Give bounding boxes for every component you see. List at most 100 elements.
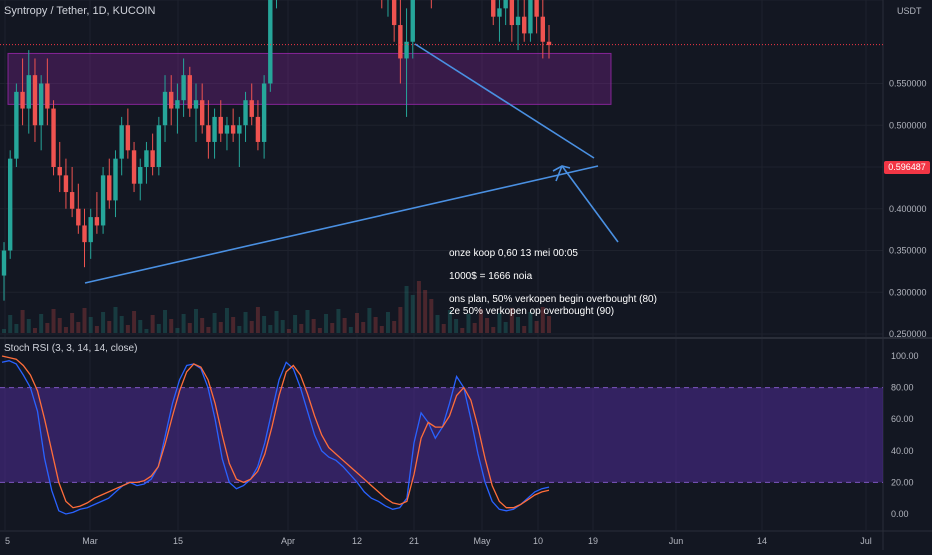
- candle-body: [113, 158, 118, 201]
- volume-bar: [32, 328, 37, 333]
- volume-bar: [70, 313, 75, 333]
- candle-body: [243, 100, 248, 126]
- volume-bar: [466, 314, 471, 333]
- candle-body: [57, 167, 62, 176]
- volume-bar: [429, 299, 434, 333]
- candle-body: [100, 175, 106, 226]
- candle-body: [82, 225, 87, 243]
- time-tick-label: 12: [352, 536, 362, 546]
- volume-bar: [169, 319, 174, 333]
- annotation-notes: onze koop 0,60 13 mei 00:05 1000$ = 1666…: [449, 248, 657, 318]
- volume-bar: [82, 308, 87, 333]
- volume-bar: [447, 310, 452, 333]
- candle-body: [38, 83, 44, 126]
- candle-body: [391, 0, 397, 26]
- candle-body: [249, 100, 254, 117]
- time-tick-label: 14: [757, 536, 767, 546]
- chart-title: Syntropy / Tether, 1D, KUCOIN: [4, 5, 156, 17]
- candle-body: [522, 16, 527, 34]
- volume-bar: [485, 318, 490, 333]
- volume-bar: [435, 315, 440, 333]
- volume-bar: [280, 320, 285, 333]
- candle-body: [206, 125, 211, 142]
- candle-body: [515, 16, 521, 26]
- rsi-tick-label: 0.00: [891, 509, 909, 519]
- volume-bar: [224, 308, 229, 333]
- volume-bar: [503, 322, 508, 333]
- candle-body: [261, 83, 267, 142]
- candle-body: [14, 91, 19, 159]
- volume-bar: [305, 310, 310, 333]
- price-tick-label: 0.500000: [889, 120, 927, 130]
- price-tick-label: 0.350000: [889, 246, 927, 256]
- time-tick-label: Apr: [281, 536, 295, 546]
- volume-bar: [45, 323, 50, 333]
- candle-body: [45, 83, 50, 109]
- candle-body: [503, 0, 508, 9]
- candle-body: [26, 75, 31, 109]
- candle-body: [162, 91, 168, 126]
- volume-bar: [460, 328, 465, 333]
- volume-bar: [410, 295, 415, 333]
- volume-bar: [540, 307, 545, 333]
- volume-bar: [522, 326, 527, 333]
- candle-body: [187, 75, 192, 109]
- candle-body: [138, 167, 143, 184]
- volume-bar: [311, 319, 316, 333]
- note-amount: 1000$ = 1666 noia: [449, 271, 533, 282]
- candle-body: [528, 0, 533, 34]
- candle-body: [156, 125, 162, 167]
- volume-bar: [125, 325, 130, 333]
- rsi-band: [0, 387, 883, 483]
- resistance-trendline: [414, 43, 595, 159]
- stoch-rsi-k-line: [1, 360, 550, 515]
- volume-bar: [385, 312, 390, 333]
- volume-bar: [119, 316, 124, 333]
- volume-bars: [2, 281, 551, 333]
- price-tick-label: 0.250000: [889, 329, 927, 339]
- breakout-arrow-tail: [555, 165, 563, 182]
- volume-bar: [8, 315, 13, 333]
- volume-bar: [193, 309, 198, 333]
- volume-bar: [348, 327, 353, 333]
- volume-bar: [454, 319, 459, 333]
- breakout-arrow: [561, 165, 619, 243]
- candle-body: [107, 175, 112, 201]
- volume-bar: [132, 311, 137, 333]
- volume-bar: [491, 327, 496, 333]
- candle-body: [199, 100, 205, 126]
- candle-body: [268, 0, 273, 84]
- volume-bar: [237, 326, 242, 333]
- support-trendline: [84, 165, 599, 284]
- rsi-tick-label: 100.00: [891, 351, 919, 361]
- candle-body: [491, 0, 496, 17]
- volume-bar: [249, 321, 254, 333]
- volume-bar: [516, 317, 521, 333]
- candle-body: [509, 0, 515, 26]
- note-buy: onze koop 0,60 13 mei 00:05: [449, 248, 578, 259]
- candle-body: [88, 217, 93, 243]
- candle-body: [224, 125, 230, 134]
- candle-body: [119, 125, 124, 159]
- volume-bar: [26, 319, 31, 333]
- rsi-tick-label: 60.00: [891, 414, 914, 424]
- volume-bar: [200, 318, 205, 333]
- price-axis-unit: USDT: [897, 6, 922, 16]
- candle-body: [169, 91, 174, 109]
- time-tick-label: 15: [173, 536, 183, 546]
- volume-bar: [150, 315, 155, 333]
- volume-bar: [373, 317, 378, 333]
- volume-bar: [355, 313, 360, 333]
- time-tick-label: 5: [5, 536, 10, 546]
- candle-body: [1, 250, 7, 276]
- volume-bar: [398, 307, 403, 333]
- volume-bar: [534, 321, 539, 333]
- volume-bar: [286, 329, 291, 333]
- volume-bar: [163, 310, 168, 333]
- volume-bar: [255, 307, 260, 333]
- support-zone: [7, 52, 612, 105]
- last-price-tag: 0.596487: [884, 161, 930, 174]
- volume-bar: [528, 312, 533, 333]
- volume-bar: [509, 308, 514, 333]
